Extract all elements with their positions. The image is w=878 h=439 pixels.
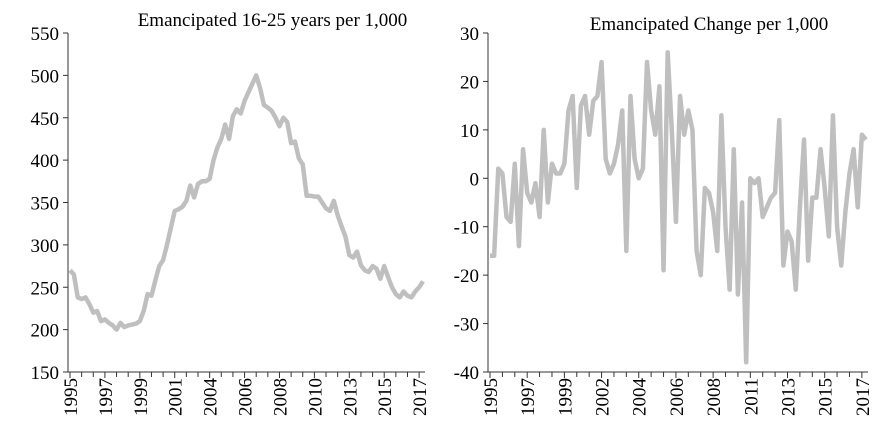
y-tick-label: -30 <box>454 315 479 336</box>
y-tick-label: 20 <box>460 72 479 93</box>
y-tick-label: 10 <box>460 121 479 142</box>
chart-title: Emancipated Change per 1,000 <box>540 14 878 36</box>
x-tick-label: 2004 <box>201 378 222 417</box>
x-tick-label: 2013 <box>340 378 361 416</box>
y-tick-label: 200 <box>31 321 60 342</box>
x-tick-label: 2015 <box>375 378 396 416</box>
chart-title: Emancipated 16-25 years per 1,000 <box>100 10 445 32</box>
y-tick-label: 300 <box>31 236 60 257</box>
x-tick-label: 2011 <box>741 378 762 415</box>
y-tick-label: -40 <box>454 363 479 384</box>
y-tick-label: 250 <box>31 278 60 299</box>
y-tick-label: 400 <box>31 151 60 172</box>
x-tick-label: 2001 <box>166 378 187 416</box>
y-tick-label: -10 <box>454 218 479 239</box>
data-line <box>68 73 425 332</box>
x-tick-label: 2017 <box>410 378 431 416</box>
x-tick-label: 1999 <box>555 378 576 416</box>
x-tick-label: 2006 <box>236 378 257 416</box>
y-tick-label: 0 <box>470 169 480 190</box>
x-tick-label: 1995 <box>61 378 82 416</box>
x-tick-label: 1997 <box>96 378 117 416</box>
x-tick-label: 2010 <box>305 378 326 416</box>
x-tick-label: 1999 <box>131 378 152 416</box>
x-tick-label: 2008 <box>704 378 725 416</box>
x-tick-label: 2002 <box>593 378 614 416</box>
x-tick-label: 2017 <box>853 378 874 416</box>
x-tick-label: 2004 <box>630 378 651 417</box>
y-tick-label: 500 <box>31 66 60 87</box>
x-tick-label: 2015 <box>816 378 837 416</box>
y-tick-label: 150 <box>31 363 60 384</box>
x-tick-label: 1995 <box>481 378 502 416</box>
x-tick-label: 2013 <box>778 378 799 416</box>
y-tick-label: -20 <box>454 266 479 287</box>
x-tick-label: 2008 <box>270 378 291 416</box>
y-tick-label: 450 <box>31 109 60 130</box>
y-tick-label: 350 <box>31 194 60 215</box>
y-tick-label: 30 <box>460 24 479 45</box>
x-tick-label: 1997 <box>518 378 539 416</box>
data-line <box>490 50 868 365</box>
y-tick-label: 550 <box>31 24 60 45</box>
x-tick-label: 2006 <box>667 378 688 416</box>
